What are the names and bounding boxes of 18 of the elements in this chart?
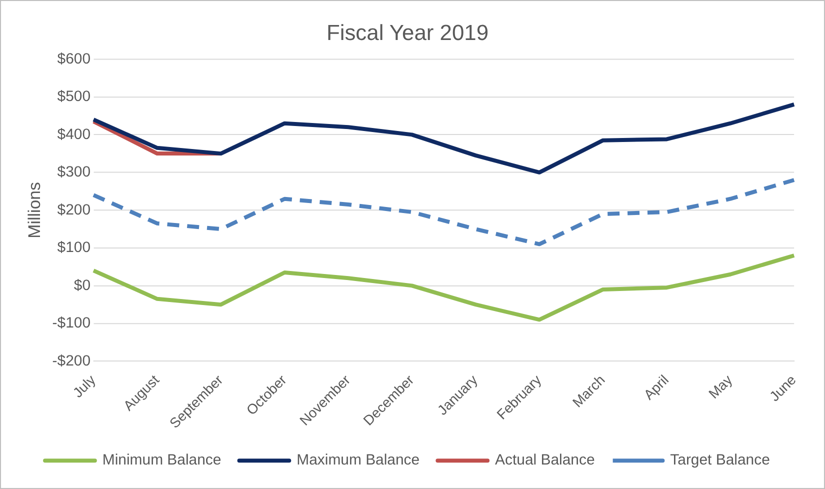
y-tick-label: $600: [57, 50, 91, 68]
y-tick-label: $200: [57, 201, 91, 218]
y-tick-label: -$200: [52, 352, 91, 370]
y-tick-label: $100: [57, 239, 91, 256]
legend-label: Maximum Balance: [296, 452, 420, 469]
y-axis-title: Millions: [24, 182, 44, 238]
x-tick-label: May: [705, 372, 736, 402]
y-tick-label: $300: [57, 164, 91, 181]
y-tick-label: $0: [74, 276, 91, 294]
line-series: [92, 178, 796, 246]
legend-label: Minimum Balance: [102, 452, 222, 469]
y-tick-label: $400: [57, 126, 91, 143]
chart-title: Fiscal Year 2019: [326, 20, 489, 46]
legend-label: Target Balance: [670, 452, 770, 469]
x-tick-label: July: [70, 372, 98, 400]
y-tick-label: $500: [57, 88, 91, 106]
legend-label: Actual Balance: [495, 452, 595, 469]
y-tick-label: -$100: [52, 314, 91, 332]
